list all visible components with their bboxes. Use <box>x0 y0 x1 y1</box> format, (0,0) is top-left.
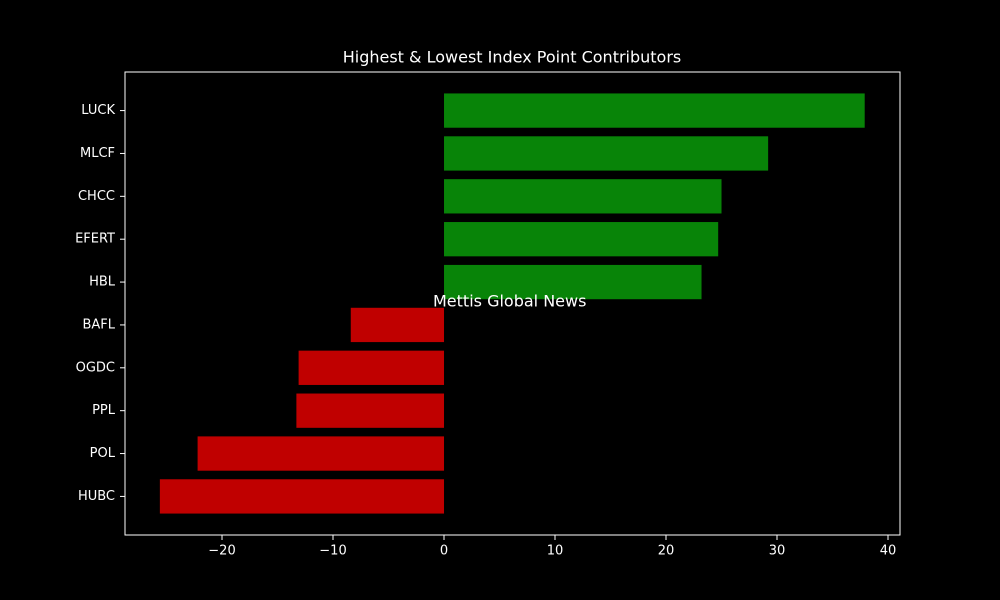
x-tick-label: 30 <box>769 544 786 559</box>
y-tick-label: HUBC <box>78 489 115 504</box>
bar <box>298 350 445 385</box>
plot-frame <box>124 71 901 536</box>
bar <box>197 436 445 471</box>
y-tick-label: HBL <box>89 275 116 290</box>
bar <box>444 222 719 257</box>
x-tick-label: 0 <box>440 544 448 559</box>
bar <box>444 264 702 300</box>
bar <box>159 479 445 514</box>
y-tick-label: OGDC <box>76 360 115 375</box>
y-tick-label: PPL <box>92 403 116 418</box>
bar <box>444 179 722 214</box>
y-tick-label: LUCK <box>81 103 115 118</box>
bar <box>296 393 445 428</box>
y-tick-label: CHCC <box>78 189 115 204</box>
y-tick-label: BAFL <box>82 317 115 332</box>
x-tick-label: 20 <box>658 544 675 559</box>
y-tick-label: MLCF <box>80 146 115 161</box>
x-tick-label: −10 <box>319 544 346 559</box>
bar <box>444 93 865 128</box>
bar <box>444 136 769 171</box>
x-tick-label: −20 <box>208 544 235 559</box>
x-tick-label: 10 <box>547 544 564 559</box>
y-tick-label: EFERT <box>75 232 115 247</box>
y-tick-label: POL <box>90 446 116 461</box>
bar <box>350 307 445 343</box>
watermark: Mettis Global News <box>433 292 586 311</box>
x-tick-label: 40 <box>880 544 897 559</box>
chart-title: Highest & Lowest Index Point Contributor… <box>343 48 682 67</box>
